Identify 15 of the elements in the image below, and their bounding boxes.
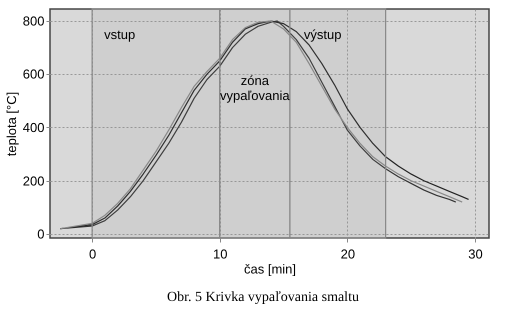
x-tick-label: 0 bbox=[88, 246, 96, 262]
y-tick-label: 400 bbox=[22, 120, 44, 135]
band-label: zóna vypaľovania bbox=[220, 73, 290, 103]
y-tick-label: 0 bbox=[37, 226, 44, 242]
x-axis-title: čas [min] bbox=[244, 262, 296, 276]
x-tick-label: 10 bbox=[212, 246, 228, 262]
x-tick-label: 20 bbox=[340, 246, 356, 262]
y-tick-label: 200 bbox=[22, 173, 44, 188]
y-tick-label: 600 bbox=[22, 66, 44, 82]
band-label: výstup bbox=[304, 27, 342, 42]
band-label: vstup bbox=[104, 27, 136, 42]
text: Obr. 5 Krivka vypaľovania smaltu bbox=[166, 290, 360, 306]
x-tick-label: 30 bbox=[468, 246, 483, 262]
y-axis-title: teplota [°C] bbox=[4, 92, 19, 156]
y-tick-label: 800 bbox=[22, 13, 44, 28]
